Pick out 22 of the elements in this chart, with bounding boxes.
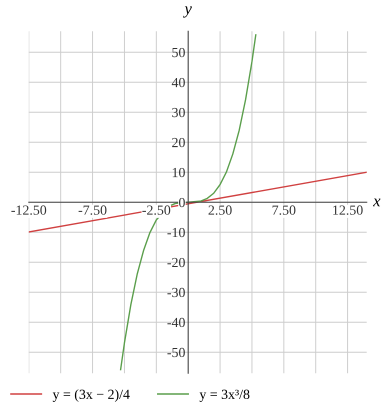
y-tick-label: 0 (179, 198, 185, 208)
y-tick-label: -30 (167, 288, 185, 298)
y-tick-label: -50 (167, 348, 185, 358)
x-tick-label: -7.50 (78, 205, 106, 215)
y-axis-title: y (183, 6, 192, 18)
x-tick-label: 7.50 (272, 205, 296, 215)
x-axis-title: x (372, 198, 380, 206)
y-tick-label: -10 (167, 228, 185, 238)
line-series (120, 34, 256, 370)
y-tick-label: 10 (172, 168, 185, 178)
x-tick-label: -2.50 (142, 205, 170, 215)
x-tick-label: 2.50 (208, 205, 232, 215)
legend-label: y = (3x − 2)/4 (52, 389, 130, 402)
x-tick-label: -12.50 (11, 205, 46, 215)
y-tick-label: -20 (167, 258, 185, 268)
legend-label: y = 3x³/8 (200, 390, 250, 402)
y-tick-label: -40 (167, 318, 185, 328)
y-tick-label: 20 (172, 138, 185, 148)
y-tick-label: 40 (172, 78, 185, 88)
x-tick-label: 12.50 (333, 205, 363, 215)
y-tick-label: 30 (172, 108, 185, 118)
y-tick-label: 50 (172, 48, 185, 58)
